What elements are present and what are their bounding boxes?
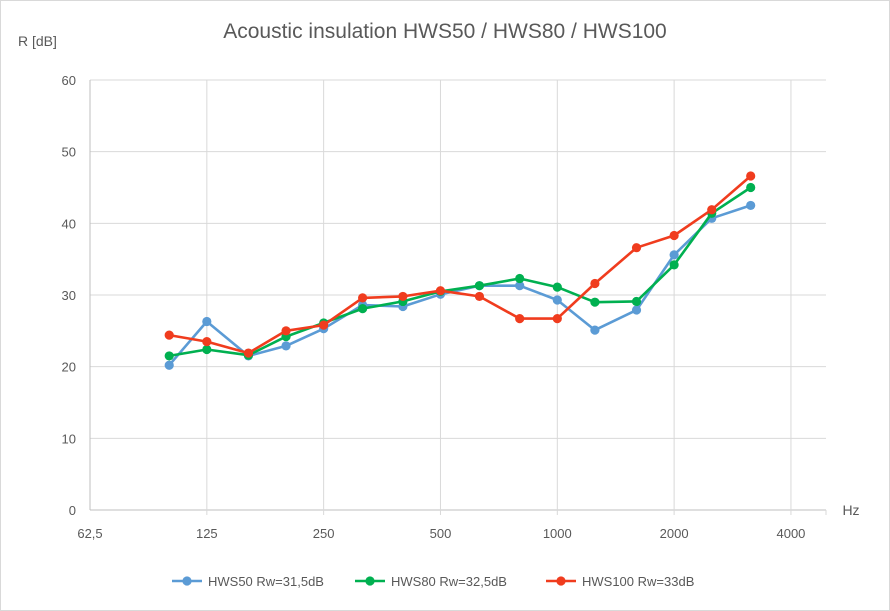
y-tick-label: 10 bbox=[62, 431, 76, 446]
data-point bbox=[707, 205, 717, 215]
x-tick-label: 250 bbox=[313, 526, 335, 541]
legend-label: HWS50 Rw=31,5dB bbox=[208, 574, 324, 589]
data-point bbox=[746, 171, 756, 181]
series-2 bbox=[164, 182, 756, 361]
data-point bbox=[631, 243, 642, 253]
data-point bbox=[515, 281, 525, 291]
y-axis-label: R [dB] bbox=[18, 33, 57, 49]
data-point bbox=[281, 326, 291, 336]
series-line bbox=[168, 175, 752, 355]
chart-title: Acoustic insulation HWS50 / HWS80 / HWS1… bbox=[223, 20, 667, 43]
y-tick-label: 40 bbox=[62, 216, 76, 231]
data-point bbox=[590, 278, 600, 289]
legend-entry: HWS100 Rw=33dB bbox=[546, 574, 694, 589]
y-tick-label: 20 bbox=[62, 360, 76, 375]
series-line bbox=[168, 204, 752, 367]
x-tick-label: 2000 bbox=[660, 526, 689, 541]
data-point bbox=[164, 360, 174, 370]
data-point bbox=[515, 314, 525, 324]
data-point bbox=[319, 320, 329, 330]
legend-entry: HWS80 Rw=32,5dB bbox=[355, 574, 507, 589]
data-point bbox=[358, 304, 368, 314]
x-tick-label: 62,5 bbox=[77, 526, 102, 541]
y-tick-label: 60 bbox=[62, 73, 76, 88]
data-point bbox=[746, 182, 756, 193]
data-point bbox=[515, 273, 525, 284]
data-point bbox=[281, 341, 291, 351]
data-point bbox=[669, 260, 679, 270]
data-point bbox=[631, 305, 642, 315]
legend-marker bbox=[182, 576, 192, 586]
data-point bbox=[552, 295, 562, 305]
legend-marker bbox=[556, 576, 566, 586]
x-tick-label: 125 bbox=[196, 526, 218, 541]
data-point bbox=[631, 296, 642, 307]
y-tick-label: 0 bbox=[69, 503, 76, 518]
data-point bbox=[669, 250, 679, 260]
data-point bbox=[669, 230, 679, 241]
data-point bbox=[590, 325, 600, 335]
legend-marker bbox=[365, 576, 375, 586]
data-point bbox=[202, 336, 212, 347]
data-point bbox=[474, 281, 485, 291]
data-point bbox=[435, 286, 446, 296]
data-point bbox=[243, 348, 254, 358]
data-point bbox=[552, 282, 562, 292]
x-axis-label: Hz bbox=[842, 502, 859, 518]
data-point bbox=[590, 297, 600, 307]
data-point bbox=[202, 344, 212, 355]
data-point bbox=[164, 330, 174, 340]
legend-label: HWS100 Rw=33dB bbox=[582, 574, 694, 589]
data-point bbox=[164, 351, 174, 361]
data-point bbox=[474, 291, 485, 302]
legend-label: HWS80 Rw=32,5dB bbox=[391, 574, 507, 589]
x-tick-label: 500 bbox=[430, 526, 452, 541]
series-line bbox=[168, 186, 752, 358]
data-point bbox=[552, 314, 562, 324]
series-1 bbox=[164, 200, 756, 370]
y-tick-label: 50 bbox=[62, 145, 76, 160]
x-tick-label: 4000 bbox=[776, 526, 805, 541]
x-tick-label: 1000 bbox=[543, 526, 572, 541]
data-point bbox=[358, 293, 368, 303]
data-point bbox=[398, 291, 408, 302]
data-point bbox=[202, 316, 212, 327]
series-3 bbox=[164, 171, 756, 358]
y-tick-label: 30 bbox=[62, 288, 76, 303]
data-point bbox=[746, 200, 756, 211]
legend-entry: HWS50 Rw=31,5dB bbox=[172, 574, 324, 589]
